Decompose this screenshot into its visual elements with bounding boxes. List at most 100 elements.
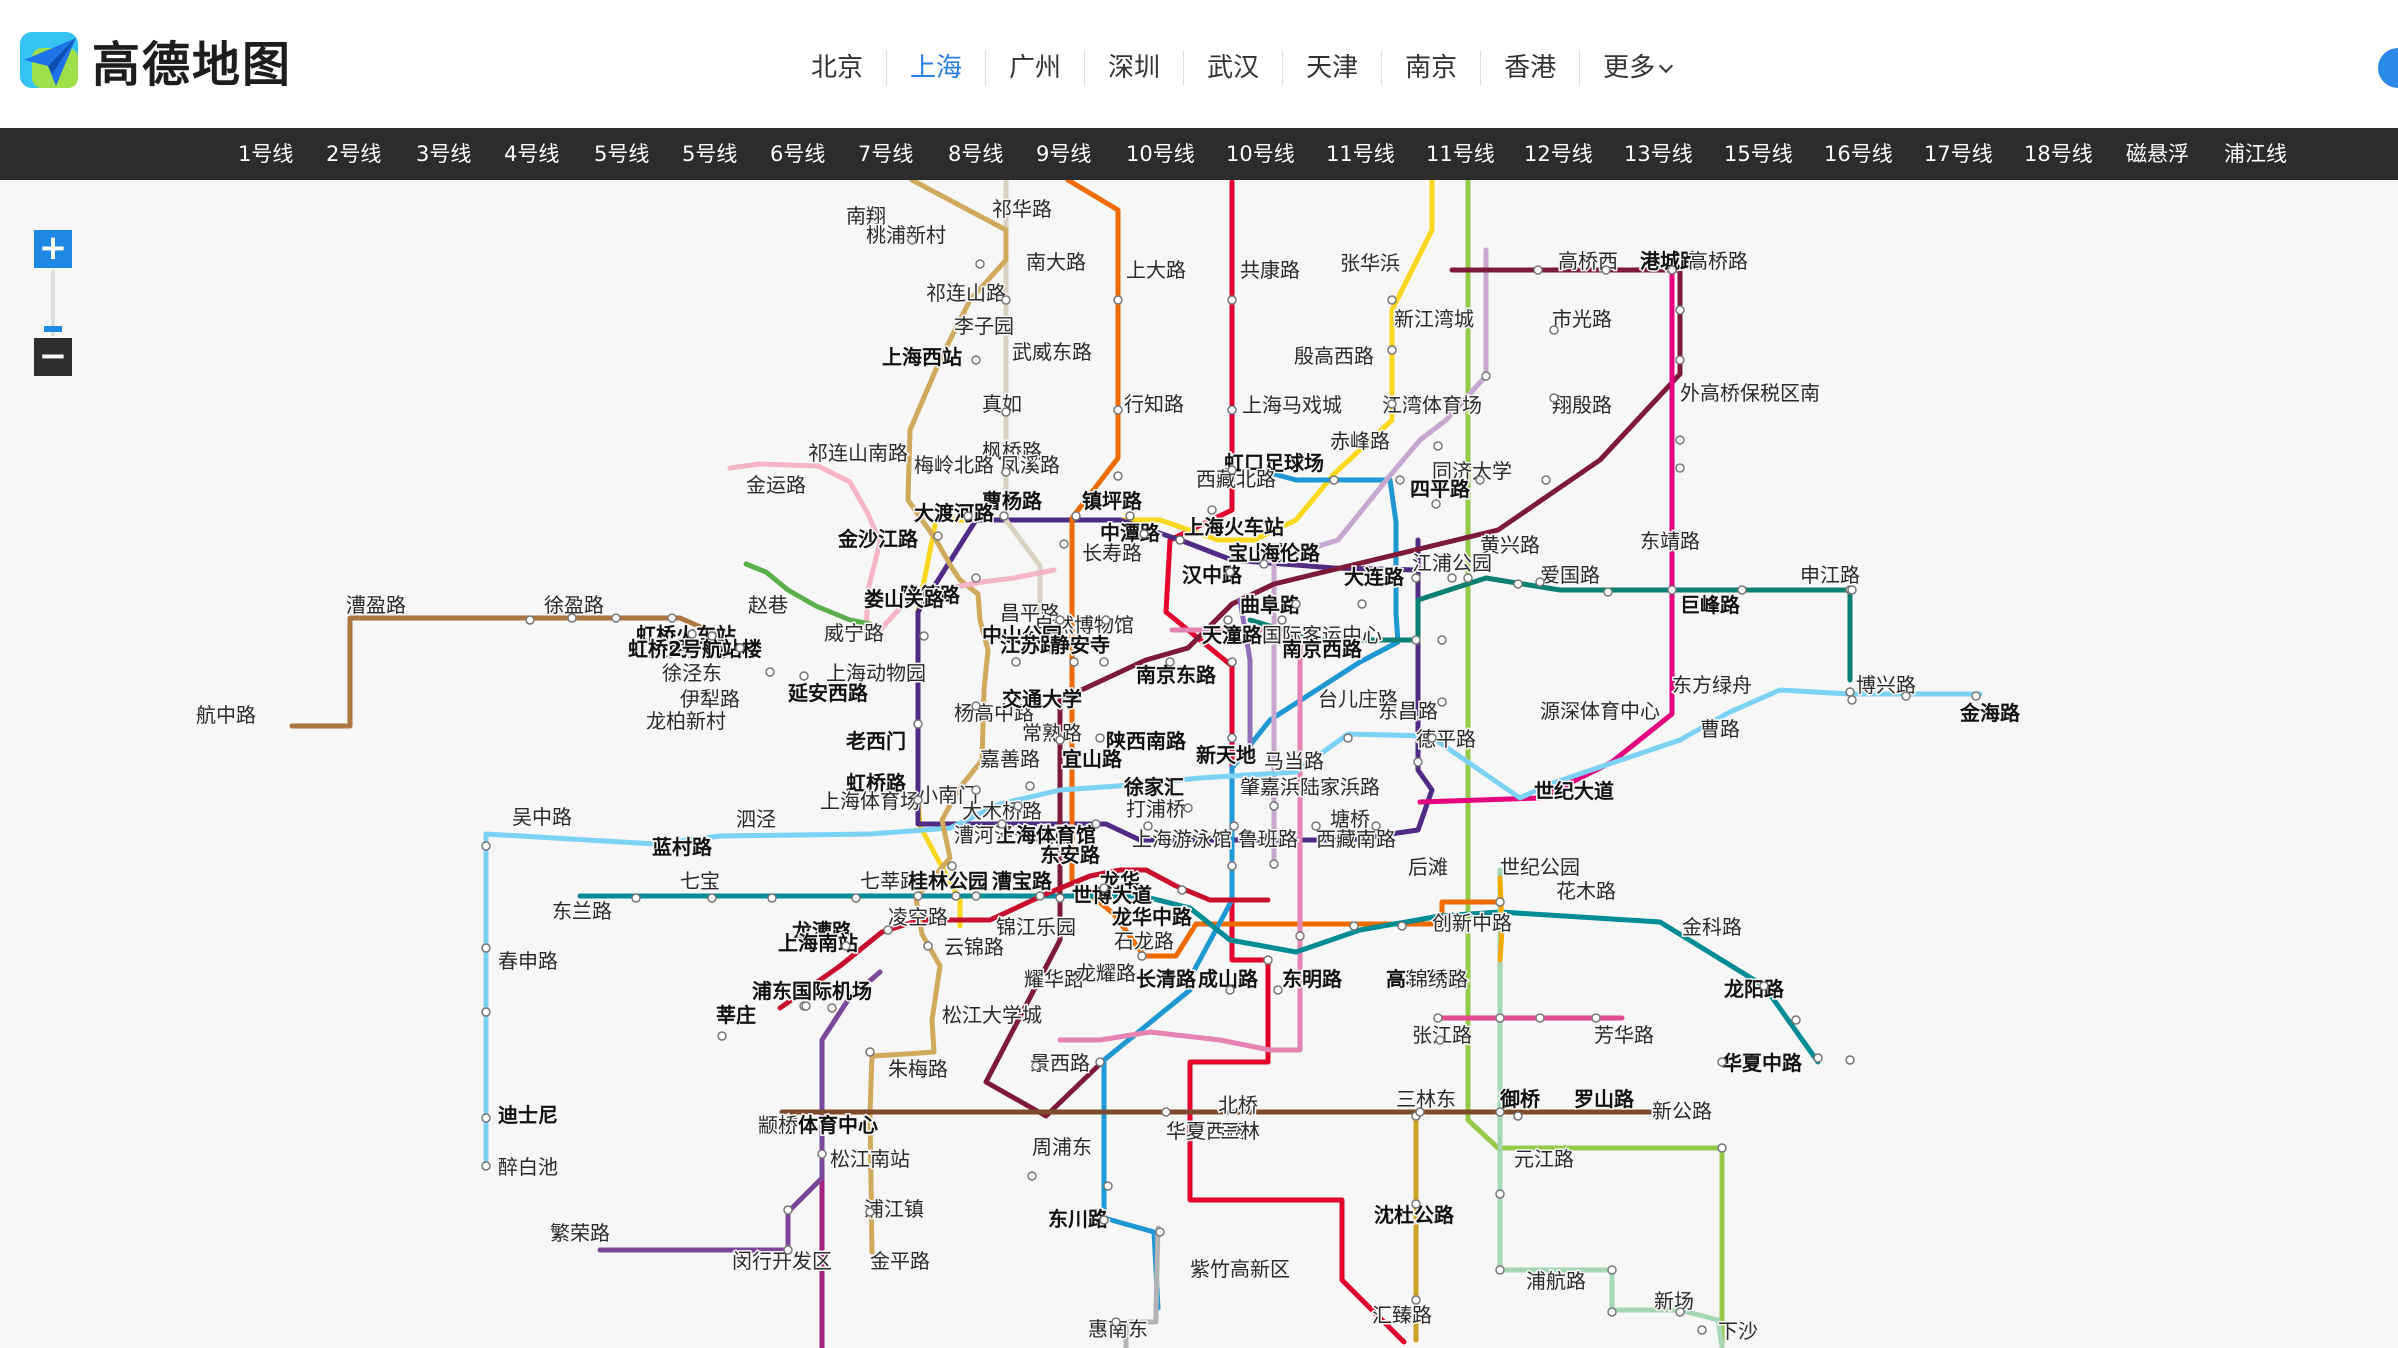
station-label[interactable]: 凌空路 [887, 904, 950, 931]
station-label[interactable]: 高桥路 [1687, 248, 1750, 275]
station-label[interactable]: 塘桥 [1329, 806, 1372, 833]
station-label[interactable]: 繁荣路 [549, 1220, 612, 1247]
station-dot[interactable] [481, 943, 491, 953]
station-label[interactable]: 中山公园 [981, 622, 1064, 649]
station-dot[interactable] [1095, 1057, 1105, 1067]
station-label[interactable]: 南翔 [845, 203, 888, 230]
station-dot[interactable] [1259, 559, 1269, 569]
station-label[interactable]: 耀华路 [1023, 966, 1086, 993]
more-cities-dropdown[interactable]: 更多 [1580, 50, 1694, 86]
station-label[interactable]: 春申路 [497, 948, 560, 975]
station-label[interactable]: 芳华路 [1593, 1022, 1656, 1049]
station-dot[interactable] [1413, 757, 1423, 767]
station-dot[interactable] [1025, 781, 1035, 791]
station-label[interactable]: 龙漕路 [791, 918, 855, 945]
station-dot[interactable] [1371, 821, 1381, 831]
station-dot[interactable] [1001, 407, 1011, 417]
station-dot[interactable] [1227, 405, 1237, 415]
station-label[interactable]: 西藏南路 [1315, 826, 1398, 853]
station-dot[interactable] [1161, 1107, 1171, 1117]
station-dot[interactable] [1697, 1325, 1707, 1335]
station-dot[interactable] [1329, 475, 1339, 485]
station-dot[interactable] [1411, 1199, 1421, 1209]
station-dot[interactable] [1675, 435, 1685, 445]
station-label[interactable]: 陕西南路 [1105, 728, 1189, 755]
station-label[interactable]: 李子园 [953, 313, 1016, 340]
station-label[interactable]: 元江路 [1513, 1146, 1576, 1173]
station-label[interactable]: 张华浜 [1339, 250, 1402, 277]
station-label[interactable]: 杨高中路 [953, 700, 1036, 727]
station-label[interactable]: 昌平路 [999, 600, 1062, 627]
station-dot[interactable] [1059, 539, 1069, 549]
station-label[interactable]: 东方绿舟 [1671, 672, 1754, 699]
station-dot[interactable] [1603, 587, 1613, 597]
station-dot[interactable] [971, 355, 981, 365]
station-dot[interactable] [631, 893, 641, 903]
station-label[interactable]: 大木桥路 [961, 798, 1044, 825]
station-dot[interactable] [1137, 951, 1147, 961]
station-label[interactable]: 金海路 [1958, 700, 2023, 727]
station-label[interactable]: 高科西路 [1385, 966, 1469, 993]
station-dot[interactable] [883, 925, 893, 935]
station-label[interactable]: 漕宝路 [991, 868, 1055, 895]
station-label[interactable]: 浦东国际机场 [751, 978, 874, 1005]
metro-line-route[interactable] [1057, 627, 1303, 1053]
station-dot[interactable] [1031, 1061, 1041, 1071]
station-dot[interactable] [1175, 535, 1185, 545]
station-dot[interactable] [735, 643, 745, 653]
station-label[interactable]: 上海火车站 [1183, 514, 1286, 541]
station-label[interactable]: 龙柏新村 [645, 708, 728, 735]
station-label[interactable]: 桂林公园 [906, 868, 990, 895]
station-label[interactable]: 上海体育馆 [995, 822, 1098, 849]
station-label[interactable]: 创新中路 [1431, 910, 1514, 937]
station-label[interactable]: 上海马戏城 [1241, 392, 1344, 419]
metro-line-route[interactable] [1003, 180, 1043, 643]
station-label[interactable]: 打浦桥 [1125, 796, 1188, 823]
station-dot[interactable] [707, 893, 717, 903]
station-label[interactable]: 大连路 [1343, 564, 1407, 591]
station-dot[interactable] [963, 511, 973, 521]
station-label[interactable]: 石龙路 [1113, 928, 1176, 955]
station-label[interactable]: 祁连山南路 [807, 440, 910, 467]
station-label[interactable]: 景西路 [1029, 1050, 1092, 1077]
station-label[interactable]: 锦江乐园 [995, 914, 1078, 941]
amap-logo[interactable]: 高德地图 [18, 28, 292, 93]
station-label[interactable]: 交通大学 [1001, 686, 1084, 713]
station-label[interactable]: 虹桥2号航站楼 [627, 636, 764, 663]
station-label[interactable]: 世纪大道 [1533, 778, 1616, 805]
metro-line-route[interactable] [867, 180, 1009, 1255]
station-dot[interactable] [1675, 1307, 1685, 1317]
station-label[interactable]: 徐家汇 [1122, 774, 1186, 801]
station-dot[interactable] [999, 511, 1009, 521]
station-label[interactable]: 迪士尼 [497, 1102, 560, 1129]
station-dot[interactable] [865, 1047, 875, 1057]
station-label[interactable]: 马当路 [1263, 748, 1326, 775]
station-dot[interactable] [1223, 615, 1233, 625]
station-label[interactable]: 宝山路 [1227, 540, 1291, 567]
station-label[interactable]: 金平路 [869, 1248, 932, 1275]
station-label[interactable]: 北桥 [1217, 1092, 1260, 1119]
station-label[interactable]: 梅岭北路 [913, 452, 996, 479]
zoom-slider-knob[interactable] [44, 326, 62, 332]
station-dot[interactable] [951, 891, 961, 901]
station-dot[interactable] [1495, 1013, 1505, 1023]
station-dot[interactable] [997, 819, 1007, 829]
station-dot[interactable] [1055, 735, 1065, 745]
station-dot[interactable] [1229, 821, 1239, 831]
station-dot[interactable] [1601, 265, 1611, 275]
station-dot[interactable] [1225, 985, 1235, 995]
station-dot[interactable] [913, 719, 923, 729]
station-label[interactable]: 东兰路 [551, 898, 614, 925]
metro-line-tab[interactable]: 6号线 [770, 142, 826, 166]
metro-line-route[interactable] [1237, 597, 1253, 763]
station-label[interactable]: 龙华中路 [1111, 904, 1195, 931]
station-label[interactable]: 龙耀路 [1075, 960, 1138, 987]
station-label[interactable]: 老西门 [845, 728, 908, 755]
station-label[interactable]: 行知路 [1123, 391, 1186, 418]
station-dot[interactable] [481, 1007, 491, 1017]
station-label[interactable]: 虹桥路 [845, 770, 909, 797]
station-dot[interactable] [799, 671, 809, 681]
metro-line-route[interactable] [577, 893, 1821, 1065]
station-dot[interactable] [1349, 921, 1359, 931]
